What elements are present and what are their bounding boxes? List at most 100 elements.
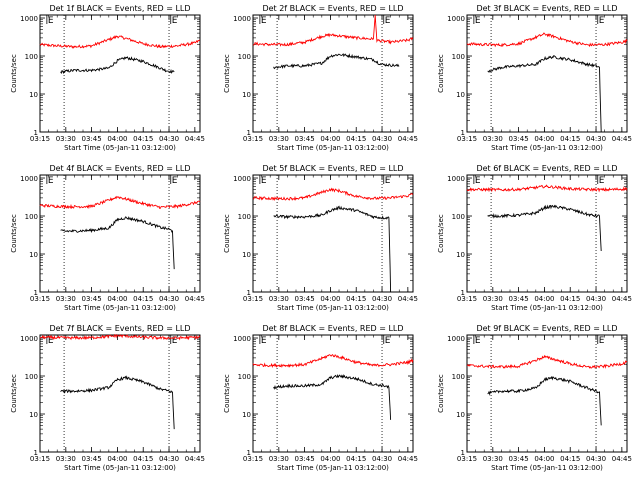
marker-label: E bbox=[172, 16, 178, 26]
y-tick-label: 1 bbox=[34, 129, 38, 137]
y-tick-label: 1 bbox=[461, 449, 465, 457]
x-tick-label: 03:45 bbox=[295, 455, 315, 463]
y-axis-label: Counts/sec bbox=[10, 374, 18, 413]
x-tick-label: 03:30 bbox=[269, 455, 289, 463]
y-tick-label: 1 bbox=[461, 289, 465, 297]
x-tick-label: 03:30 bbox=[269, 135, 289, 143]
x-tick-label: 04:30 bbox=[159, 295, 179, 303]
y-tick-label: 1000 bbox=[20, 15, 38, 23]
x-tick-label: 03:15 bbox=[243, 295, 263, 303]
y-tick-label: 10 bbox=[242, 251, 251, 259]
y-axis-label: Counts/sec bbox=[437, 214, 445, 253]
x-tick-label: 04:45 bbox=[185, 455, 205, 463]
x-tick-label: 04:00 bbox=[107, 455, 127, 463]
x-tick-label: 04:30 bbox=[372, 295, 392, 303]
x-tick-label: 04:45 bbox=[398, 295, 418, 303]
x-tick-label: 03:30 bbox=[56, 135, 76, 143]
panel-title: Det 2f BLACK = Events, RED = LLD bbox=[262, 4, 403, 13]
series-line-lld bbox=[466, 184, 628, 193]
x-tick-label: 04:15 bbox=[133, 295, 153, 303]
marker-label: E bbox=[475, 16, 481, 26]
series-line-lld bbox=[39, 35, 200, 49]
y-tick-label: 100 bbox=[238, 373, 251, 381]
x-tick-label: 03:15 bbox=[457, 455, 477, 463]
x-axis-label: Start Time (05-Jan-11 03:12:00) bbox=[491, 464, 603, 472]
y-tick-label: 1000 bbox=[447, 15, 465, 23]
marker-label: E bbox=[385, 176, 391, 186]
y-tick-label: 1000 bbox=[233, 335, 251, 343]
y-tick-label: 10 bbox=[242, 411, 251, 419]
x-tick-label: 03:30 bbox=[483, 295, 503, 303]
detector-panel-7: Det 7f BLACK = Events, RED = LLD E E 1 10 100… bbox=[10, 324, 205, 472]
y-tick-label: 100 bbox=[25, 213, 38, 221]
marker-label: E bbox=[599, 336, 605, 346]
detector-panel-9: Det 9f BLACK = Events, RED = LLD E E 1 10 100… bbox=[437, 324, 632, 472]
x-tick-label: 04:00 bbox=[534, 135, 554, 143]
x-tick-label: 03:15 bbox=[243, 455, 263, 463]
x-axis-label: Start Time (05-Jan-11 03:12:00) bbox=[64, 144, 176, 152]
marker-label: E bbox=[261, 176, 267, 186]
x-tick-label: 03:45 bbox=[82, 295, 102, 303]
series-line-lld bbox=[467, 354, 628, 370]
detector-panel-2: Det 2f BLACK = Events, RED = LLD E E 1 10 100… bbox=[223, 4, 418, 152]
panel-title: Det 6f BLACK = Events, RED = LLD bbox=[476, 164, 617, 173]
x-tick-label: 04:15 bbox=[133, 135, 153, 143]
marker-label: E bbox=[261, 336, 267, 346]
x-tick-label: 04:30 bbox=[372, 455, 392, 463]
y-tick-label: 1000 bbox=[447, 335, 465, 343]
y-tick-label: 100 bbox=[238, 213, 251, 221]
plot-frame bbox=[466, 174, 628, 293]
y-tick-label: 10 bbox=[456, 411, 465, 419]
panel-title: Det 5f BLACK = Events, RED = LLD bbox=[262, 164, 403, 173]
panel-title: Det 7f BLACK = Events, RED = LLD bbox=[49, 324, 190, 333]
y-tick-label: 1000 bbox=[20, 335, 38, 343]
y-tick-label: 1 bbox=[461, 129, 465, 137]
x-tick-label: 04:45 bbox=[398, 455, 418, 463]
x-axis-label: Start Time (05-Jan-11 03:12:00) bbox=[277, 304, 389, 312]
y-tick-label: 1 bbox=[247, 129, 251, 137]
x-tick-label: 04:45 bbox=[612, 455, 632, 463]
x-tick-label: 03:45 bbox=[295, 295, 315, 303]
y-axis-label: Counts/sec bbox=[223, 214, 231, 253]
y-tick-label: 1 bbox=[34, 289, 38, 297]
x-axis-label: Start Time (05-Jan-11 03:12:00) bbox=[277, 464, 389, 472]
x-tick-label: 03:15 bbox=[457, 135, 477, 143]
x-tick-label: 04:45 bbox=[185, 295, 205, 303]
x-tick-label: 04:00 bbox=[320, 295, 340, 303]
series-line-events bbox=[60, 216, 175, 270]
detector-panel-4: Det 4f BLACK = Events, RED = LLD E E 1 10 100… bbox=[10, 164, 205, 312]
plot-frame bbox=[39, 14, 201, 133]
x-tick-label: 04:00 bbox=[107, 295, 127, 303]
y-tick-label: 10 bbox=[29, 411, 38, 419]
marker-label: E bbox=[48, 336, 54, 346]
y-tick-label: 100 bbox=[25, 373, 38, 381]
x-tick-label: 03:15 bbox=[457, 295, 477, 303]
y-axis-label: Counts/sec bbox=[10, 54, 18, 93]
x-tick-label: 03:15 bbox=[243, 135, 263, 143]
x-tick-label: 04:00 bbox=[320, 135, 340, 143]
x-tick-label: 04:15 bbox=[560, 135, 580, 143]
x-tick-label: 03:15 bbox=[30, 455, 50, 463]
y-axis-label: Counts/sec bbox=[223, 374, 231, 413]
y-tick-label: 10 bbox=[29, 251, 38, 259]
y-tick-label: 1 bbox=[34, 449, 38, 457]
marker-label: E bbox=[172, 336, 178, 346]
y-tick-label: 100 bbox=[452, 213, 465, 221]
panel-title: Det 3f BLACK = Events, RED = LLD bbox=[476, 4, 617, 13]
y-tick-label: 100 bbox=[25, 53, 38, 61]
x-axis-label: Start Time (05-Jan-11 03:12:00) bbox=[491, 304, 603, 312]
y-tick-label: 1000 bbox=[233, 15, 251, 23]
x-tick-label: 03:30 bbox=[56, 455, 76, 463]
panel-title: Det 9f BLACK = Events, RED = LLD bbox=[476, 324, 617, 333]
x-tick-label: 03:45 bbox=[82, 135, 102, 143]
x-tick-label: 03:30 bbox=[483, 455, 503, 463]
x-tick-label: 04:30 bbox=[159, 455, 179, 463]
marker-label: E bbox=[385, 336, 391, 346]
panel-title: Det 1f BLACK = Events, RED = LLD bbox=[49, 4, 190, 13]
series-line-events bbox=[487, 204, 602, 252]
x-tick-label: 03:45 bbox=[509, 455, 529, 463]
x-tick-label: 03:15 bbox=[30, 295, 50, 303]
x-tick-label: 04:00 bbox=[320, 455, 340, 463]
x-tick-label: 04:15 bbox=[560, 455, 580, 463]
